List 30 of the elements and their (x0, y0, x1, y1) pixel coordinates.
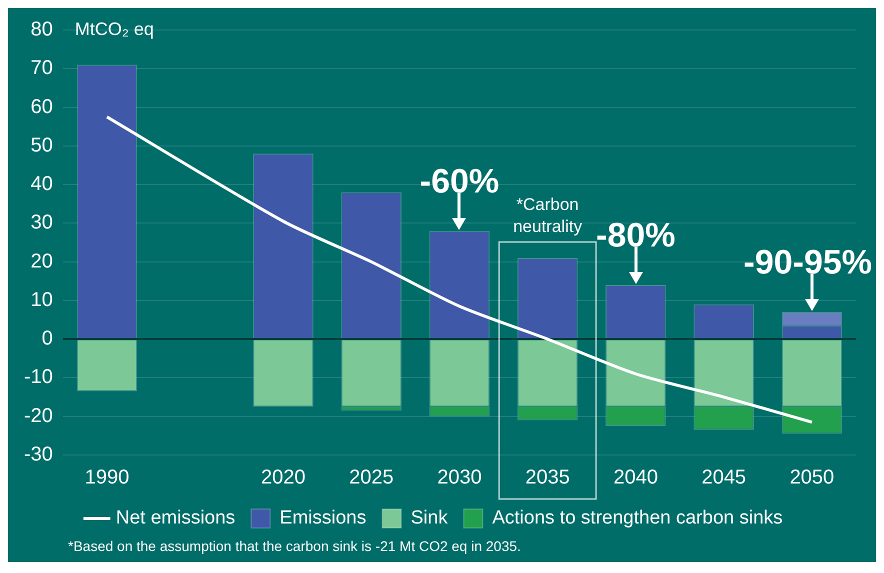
y-axis-title: MtCO₂ eq (74, 18, 154, 39)
y-tick-label: 20 (30, 250, 53, 272)
y-tick-label: -10 (24, 366, 53, 388)
y-tick-label: 30 (30, 212, 53, 234)
legend-label: Net emissions (116, 508, 236, 529)
x-tick-label: 2025 (349, 466, 394, 489)
legend-label: Actions to strengthen carbon sinks (492, 508, 783, 529)
y-tick-label: 50 (30, 134, 53, 156)
y-tick-label: 70 (30, 57, 53, 80)
x-tick-label: 2030 (437, 466, 482, 489)
y-tick-label: 0 (42, 328, 53, 350)
x-tick-label: 2020 (260, 466, 306, 489)
legend-label: Emissions (280, 508, 366, 529)
x-tick-label: 2035 (525, 466, 570, 489)
y-tick-label: 60 (30, 96, 53, 118)
annotation: -90-95% (743, 243, 872, 282)
y-tick-label: -20 (24, 404, 53, 427)
annotation: *Carbon neutrality (513, 195, 583, 236)
legend-label: Sink (410, 508, 448, 529)
x-tick-label: 2050 (790, 466, 834, 489)
y-tick-label: -30 (24, 444, 53, 466)
y-tick-label: 40 (30, 173, 53, 196)
x-tick-label: 2040 (613, 466, 658, 489)
annotation: -60% (420, 162, 500, 200)
y-tick-label: 10 (30, 288, 53, 311)
y-tick-label: 80 (30, 18, 53, 41)
text: *Based on the assumption that the carbon sink is -21 Mt CO2 eq in 2035. (67, 538, 522, 554)
x-tick-label: 1990 (84, 466, 130, 489)
annotation: -80% (596, 216, 676, 254)
x-tick-label: 2045 (702, 466, 746, 489)
